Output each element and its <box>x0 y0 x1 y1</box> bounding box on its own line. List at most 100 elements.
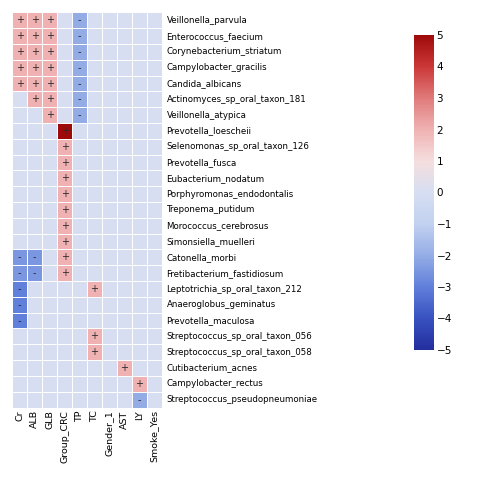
Bar <box>132 312 147 328</box>
Bar <box>12 312 27 328</box>
Bar <box>147 392 162 407</box>
Text: +: + <box>31 16 39 26</box>
Bar <box>27 250 42 266</box>
Bar <box>57 297 72 312</box>
Text: +: + <box>61 221 69 231</box>
Bar <box>102 281 117 297</box>
Bar <box>12 170 27 186</box>
Bar <box>57 28 72 44</box>
Bar <box>147 154 162 170</box>
Text: +: + <box>91 347 98 357</box>
Bar <box>27 266 42 281</box>
Text: Veillonella_parvula: Veillonella_parvula <box>167 16 247 25</box>
Bar <box>117 202 132 218</box>
Bar <box>87 44 102 60</box>
Bar <box>117 108 132 123</box>
Bar <box>87 123 102 139</box>
Bar <box>147 76 162 92</box>
Text: Porphyromonas_endodontalis: Porphyromonas_endodontalis <box>167 190 294 198</box>
Text: Cutibacterium_acnes: Cutibacterium_acnes <box>167 364 258 372</box>
Bar <box>117 28 132 44</box>
Bar <box>117 250 132 266</box>
Bar <box>27 12 42 28</box>
Bar <box>132 28 147 44</box>
Bar <box>87 139 102 154</box>
Text: -: - <box>78 110 81 120</box>
Bar <box>42 154 57 170</box>
Bar <box>42 28 57 44</box>
Bar <box>27 297 42 312</box>
Bar <box>147 312 162 328</box>
Bar <box>117 376 132 392</box>
Bar <box>87 360 102 376</box>
Bar <box>57 139 72 154</box>
Bar <box>72 108 87 123</box>
Bar <box>57 108 72 123</box>
Text: +: + <box>46 94 53 104</box>
Bar <box>102 376 117 392</box>
Bar <box>102 76 117 92</box>
Bar <box>42 250 57 266</box>
Bar <box>72 312 87 328</box>
Bar <box>117 154 132 170</box>
Text: -: - <box>78 94 81 104</box>
Text: Treponema_putidum: Treponema_putidum <box>167 206 255 214</box>
Bar <box>12 328 27 344</box>
Text: +: + <box>31 31 39 41</box>
Text: -: - <box>18 268 22 278</box>
Text: +: + <box>46 63 53 73</box>
Text: -: - <box>33 268 36 278</box>
Bar <box>42 328 57 344</box>
Bar <box>87 281 102 297</box>
Text: +: + <box>91 332 98 342</box>
Bar <box>117 60 132 76</box>
Bar <box>102 312 117 328</box>
Bar <box>42 123 57 139</box>
Bar <box>102 92 117 108</box>
Bar <box>12 76 27 92</box>
Bar <box>57 360 72 376</box>
Bar <box>72 234 87 250</box>
Bar <box>42 60 57 76</box>
Bar <box>72 44 87 60</box>
Bar <box>42 12 57 28</box>
Bar <box>147 92 162 108</box>
Bar <box>147 250 162 266</box>
Text: +: + <box>16 31 24 41</box>
Bar <box>72 170 87 186</box>
Bar <box>42 312 57 328</box>
Bar <box>147 44 162 60</box>
Bar <box>147 344 162 360</box>
Bar <box>42 281 57 297</box>
Text: -: - <box>18 284 22 294</box>
Text: +: + <box>121 363 128 373</box>
Bar <box>72 392 87 407</box>
Bar <box>57 234 72 250</box>
Bar <box>87 76 102 92</box>
Bar <box>27 328 42 344</box>
Text: +: + <box>61 205 69 215</box>
Bar <box>42 376 57 392</box>
Bar <box>132 202 147 218</box>
Text: -: - <box>18 300 22 310</box>
Bar <box>147 108 162 123</box>
Bar <box>72 76 87 92</box>
Bar <box>42 92 57 108</box>
Bar <box>87 108 102 123</box>
Bar <box>147 297 162 312</box>
Bar <box>147 28 162 44</box>
Bar <box>27 123 42 139</box>
Bar <box>12 28 27 44</box>
Bar <box>27 281 42 297</box>
Bar <box>87 392 102 407</box>
Bar <box>57 250 72 266</box>
Bar <box>72 202 87 218</box>
Bar <box>87 234 102 250</box>
Bar <box>87 28 102 44</box>
Text: Anaeroglobus_geminatus: Anaeroglobus_geminatus <box>167 300 276 310</box>
Bar <box>42 202 57 218</box>
Bar <box>27 154 42 170</box>
Bar <box>72 92 87 108</box>
Bar <box>57 218 72 234</box>
Text: Veillonella_atypica: Veillonella_atypica <box>167 110 246 120</box>
